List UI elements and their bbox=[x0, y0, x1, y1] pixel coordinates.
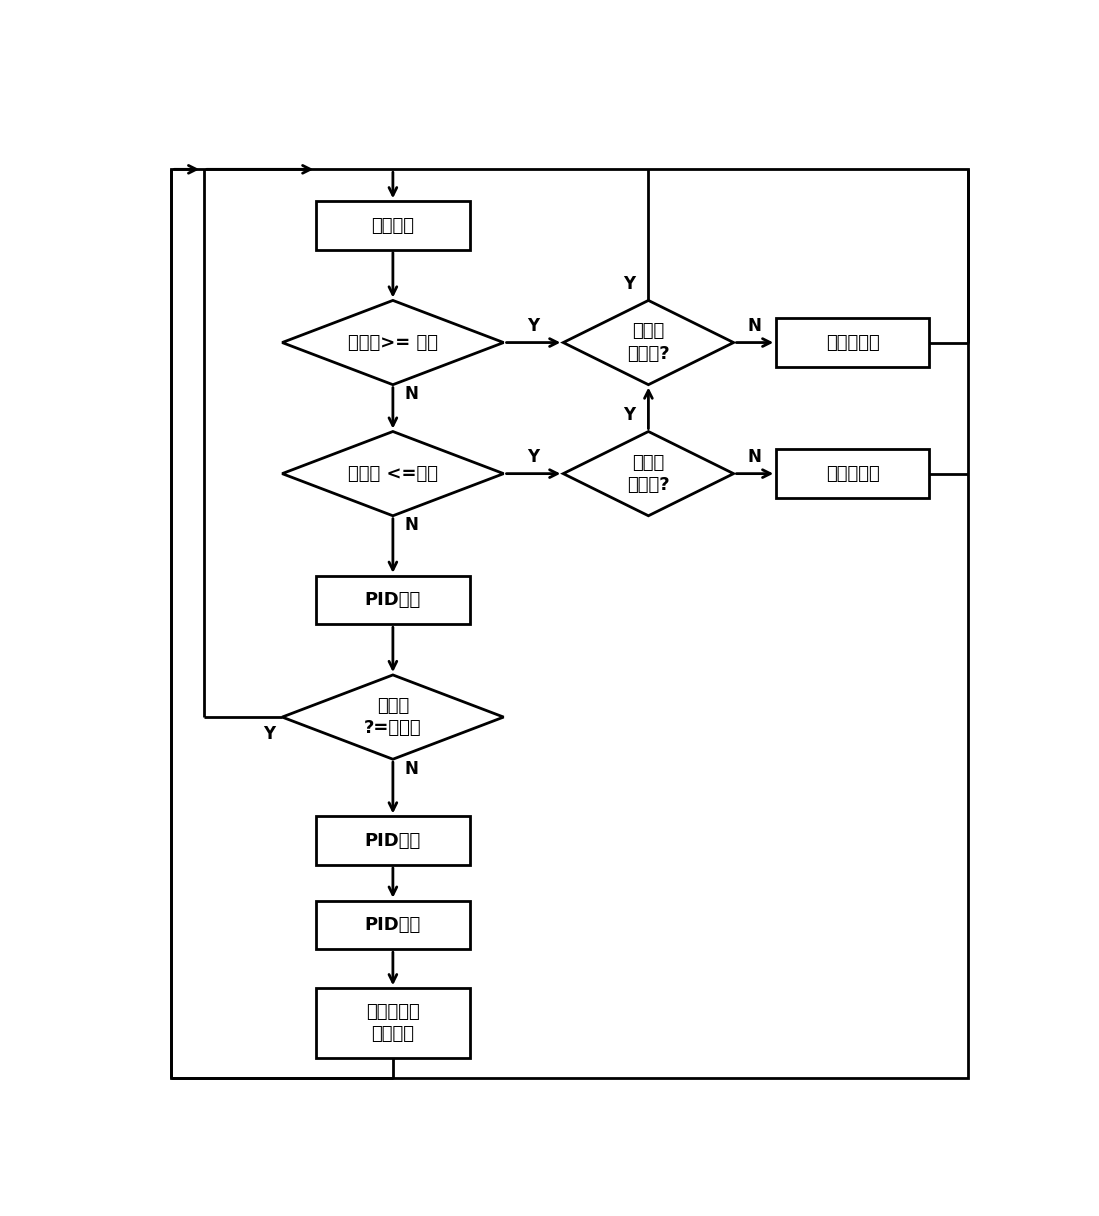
Text: PID调节: PID调节 bbox=[365, 591, 421, 609]
FancyBboxPatch shape bbox=[317, 901, 469, 950]
Text: 切断阀
已打开?: 切断阀 已打开? bbox=[628, 454, 669, 494]
FancyBboxPatch shape bbox=[317, 989, 469, 1058]
Text: N: N bbox=[748, 316, 762, 334]
Text: 打开切断阀: 打开切断阀 bbox=[826, 465, 879, 483]
FancyBboxPatch shape bbox=[776, 449, 930, 499]
FancyBboxPatch shape bbox=[776, 319, 930, 367]
Text: 测量值 <=下限: 测量值 <=下限 bbox=[348, 465, 437, 483]
Polygon shape bbox=[282, 675, 503, 759]
FancyBboxPatch shape bbox=[317, 201, 469, 249]
Text: 总管调节阀
阀位调节: 总管调节阀 阀位调节 bbox=[366, 1003, 420, 1043]
Text: Y: Y bbox=[528, 316, 540, 334]
Text: N: N bbox=[404, 385, 419, 402]
FancyBboxPatch shape bbox=[317, 575, 469, 624]
Polygon shape bbox=[563, 300, 734, 384]
Polygon shape bbox=[563, 432, 734, 516]
Text: Y: Y bbox=[264, 725, 276, 743]
Polygon shape bbox=[282, 300, 503, 384]
Polygon shape bbox=[282, 432, 503, 516]
Text: 测量值
?=目标值: 测量值 ?=目标值 bbox=[364, 697, 422, 737]
Text: 切断阀
已关闭?: 切断阀 已关闭? bbox=[628, 322, 669, 362]
Text: Y: Y bbox=[623, 406, 635, 423]
Text: 压力检测: 压力检测 bbox=[371, 216, 414, 235]
Text: 关闭切断鄀: 关闭切断鄀 bbox=[826, 333, 879, 351]
Text: N: N bbox=[748, 447, 762, 466]
Text: 测量值>= 上限: 测量值>= 上限 bbox=[348, 333, 437, 351]
Text: Y: Y bbox=[623, 275, 635, 293]
Text: N: N bbox=[404, 760, 419, 777]
Text: PID输出: PID输出 bbox=[365, 916, 421, 934]
Text: Y: Y bbox=[528, 447, 540, 466]
FancyBboxPatch shape bbox=[317, 816, 469, 865]
Text: PID计算: PID计算 bbox=[365, 832, 421, 850]
Text: N: N bbox=[404, 516, 419, 534]
